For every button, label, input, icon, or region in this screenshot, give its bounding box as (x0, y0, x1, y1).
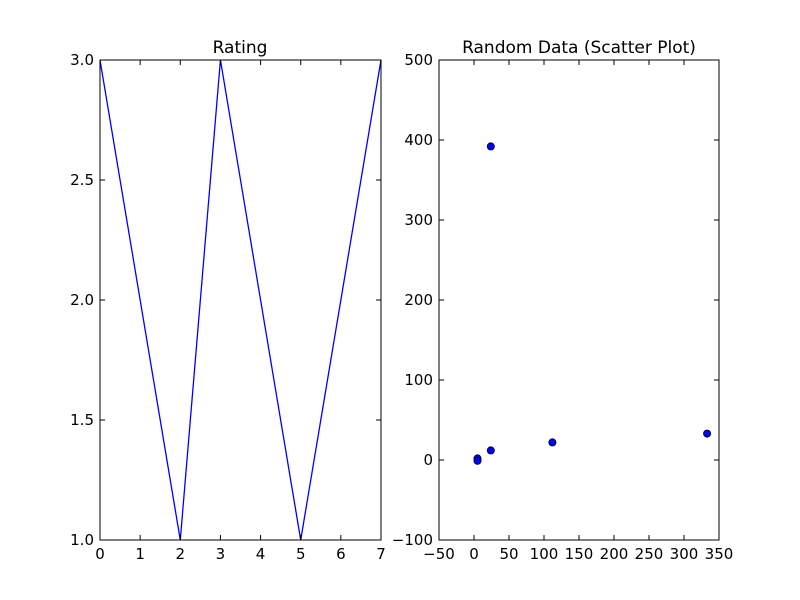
x-tick-label: 4 (256, 545, 266, 563)
tick-marks (99, 59, 382, 541)
x-tick-label: 2 (176, 545, 186, 563)
x-tick-label: −50 (423, 545, 455, 563)
x-tick-label: 3 (216, 545, 226, 563)
x-tick-label: 300 (670, 545, 699, 563)
tick-labels: 0 1 2 3 4 5 6 7 1.0 1.5 2.0 2.5 3.0 (70, 51, 386, 563)
y-tick-label: 500 (404, 51, 433, 69)
rating-line-chart: Rating 0 1 2 3 4 5 6 7 1.0 1.5 2.0 2.5 3.0 (70, 38, 386, 563)
y-tick-label: −100 (392, 531, 433, 549)
y-tick-label: 2.5 (70, 171, 94, 189)
y-tick-label: 300 (404, 211, 433, 229)
tick-labels: −50 0 50 100 150 200 250 300 350 −100 0 100 200 300 40… (392, 51, 734, 563)
y-tick-label: 100 (404, 371, 433, 389)
y-tick-label: 200 (404, 291, 433, 309)
x-tick-label: 7 (376, 545, 386, 563)
x-tick-label: 1 (135, 545, 145, 563)
chart-title: Rating (213, 38, 268, 58)
x-tick-label: 0 (469, 545, 479, 563)
data-point (486, 446, 495, 455)
data-point (473, 456, 482, 465)
x-tick-label: 100 (530, 545, 559, 563)
data-point (703, 429, 712, 438)
x-tick-label: 50 (499, 545, 518, 563)
tick-marks (438, 59, 720, 541)
y-tick-label: 0 (423, 451, 433, 469)
x-tick-label: 250 (635, 545, 664, 563)
y-tick-label: 2.0 (70, 291, 94, 309)
x-tick-label: 5 (296, 545, 306, 563)
y-tick-label: 400 (404, 131, 433, 149)
data-point (548, 438, 557, 447)
x-tick-label: 200 (600, 545, 629, 563)
y-tick-label: 3.0 (70, 51, 94, 69)
x-tick-label: 0 (95, 545, 105, 563)
y-tick-label: 1.0 (70, 531, 94, 549)
data-point (486, 142, 495, 151)
x-tick-label: 350 (705, 545, 734, 563)
scatter-chart: Random Data (Scatter Plot) −50 0 50 100 150 2… (392, 38, 734, 563)
x-tick-label: 150 (565, 545, 594, 563)
x-tick-label: 6 (336, 545, 346, 563)
chart-title: Random Data (Scatter Plot) (462, 38, 696, 58)
y-tick-label: 1.5 (70, 411, 94, 429)
chart-marks (473, 142, 712, 465)
